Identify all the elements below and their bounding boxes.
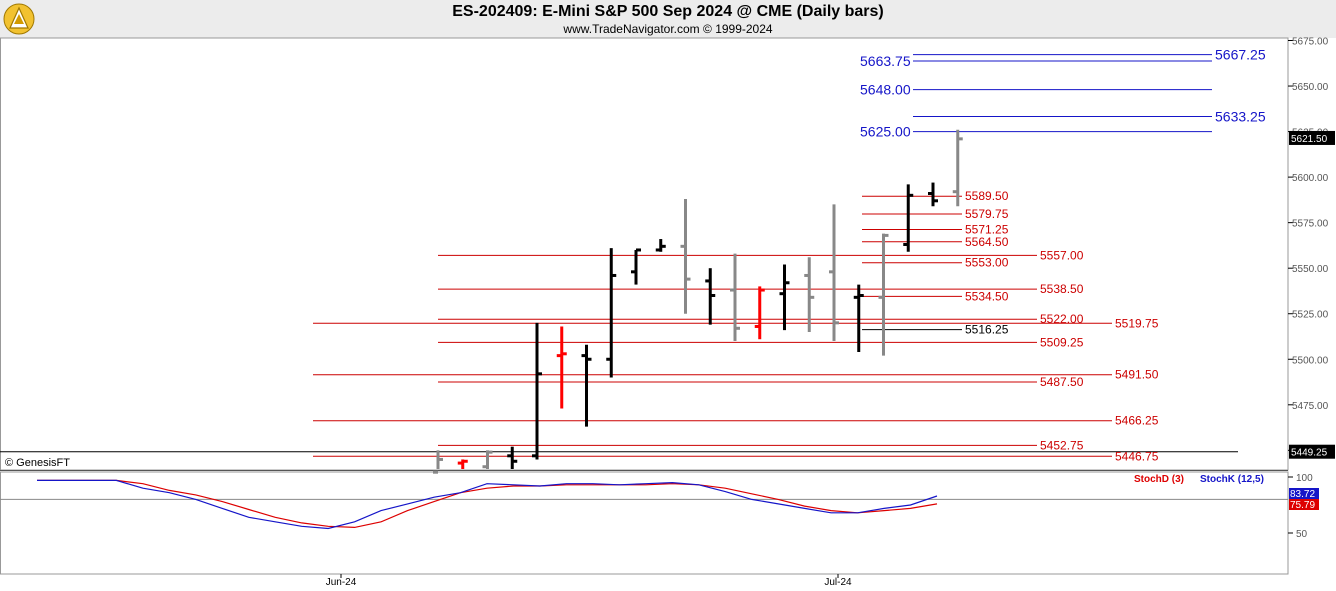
level-label: 5446.75 [1115, 449, 1159, 463]
ohlc-bar [482, 450, 493, 469]
level-label: 5564.50 [965, 235, 1009, 249]
current-price-box [1289, 130, 1335, 145]
level-label: 5667.25 [1215, 47, 1266, 63]
level-label: 5509.25 [1040, 335, 1084, 349]
ohlc-bar [655, 239, 666, 252]
y-tick-label: 5575.00 [1292, 219, 1329, 230]
stochd-line [37, 479, 938, 529]
level-label: 5519.75 [1115, 316, 1159, 330]
level-label: 5557.00 [1040, 248, 1084, 262]
y-tick-label: 5500.00 [1292, 355, 1329, 366]
ohlc-bar [952, 129, 963, 207]
chart-header: ES-202409: E-Mini S&P 500 Sep 2024 @ CME… [0, 0, 1336, 38]
marker-price-box [1289, 444, 1335, 459]
level-label: 5633.25 [1215, 109, 1266, 125]
y-tick-label: 5475.00 [1292, 401, 1329, 412]
stochk-value-label: 83.72 [1290, 489, 1315, 500]
ohlc-bar [507, 446, 518, 469]
y-tick-label: 5650.00 [1292, 82, 1329, 93]
ohlc-bar [779, 264, 790, 331]
x-tick-label: Jun-24 [326, 577, 357, 588]
chart-title: ES-202409: E-Mini S&P 500 Sep 2024 @ CME… [452, 3, 884, 20]
ohlc-bar [878, 233, 889, 356]
y-tick-label: 5550.00 [1292, 264, 1329, 275]
level-label: 5553.00 [965, 256, 1009, 270]
stoch-panel-border [0, 471, 1289, 575]
ohlc-bar [853, 284, 864, 352]
level-label: 5452.75 [1040, 438, 1084, 452]
legend-stochd: StochD (3) [1134, 474, 1184, 485]
ohlc-bar [705, 268, 716, 325]
chart-subtitle: www.TradeNavigator.com © 1999-2024 [563, 22, 773, 36]
stoch-y-tick-label: 50 [1296, 529, 1308, 540]
stochd-value-label: 75.79 [1290, 500, 1315, 511]
level-label: 5579.75 [965, 207, 1009, 221]
ohlc-bar [730, 253, 740, 342]
ohlc-bar [928, 182, 938, 207]
ohlc-bar [433, 450, 443, 474]
ohlc-bar [903, 184, 914, 252]
level-label: 5466.25 [1115, 414, 1159, 428]
ohlc-bar [804, 257, 815, 332]
ohlc-bar [532, 322, 542, 460]
ohlc-bar [556, 326, 567, 409]
ohlc-bar [631, 248, 641, 285]
level-label: 5491.50 [1115, 368, 1159, 382]
x-tick-label: Jul-24 [824, 577, 852, 588]
ohlc-bar [754, 286, 765, 340]
ohlc-bar [680, 198, 691, 314]
level-label: 5516.25 [965, 323, 1009, 337]
ohlc-bar [457, 459, 468, 469]
level-label: 5522.00 [1040, 312, 1084, 326]
copyright-label: © GenesisFT [5, 457, 70, 469]
level-label: 5538.50 [1040, 282, 1084, 296]
level-label: 5571.25 [965, 222, 1009, 236]
level-label: 5487.50 [1040, 375, 1084, 389]
stochk-value-box [1289, 488, 1319, 499]
stochk-line [37, 479, 938, 530]
stochd-value-box [1289, 499, 1319, 510]
y-tick-label: 5675.00 [1292, 37, 1329, 48]
y-tick-label: 5525.00 [1292, 310, 1329, 321]
legend-stochk: StochK (12,5) [1200, 474, 1264, 485]
stoch-y-tick-label: 100 [1296, 473, 1313, 484]
ohlc-bar [581, 344, 592, 427]
current-price-label: 5621.50 [1291, 134, 1328, 145]
level-label: 5648.00 [860, 82, 911, 98]
trade-navigator-logo-icon [3, 3, 35, 35]
level-label: 5534.50 [965, 289, 1009, 303]
level-label: 5589.50 [965, 189, 1009, 203]
level-label: 5625.00 [860, 124, 911, 140]
level-label: 5663.75 [860, 53, 911, 69]
ohlc-bar [606, 248, 617, 378]
price-panel-border [0, 37, 1289, 471]
marker-price-label: 5449.25 [1291, 448, 1328, 459]
ohlc-bar [829, 204, 839, 342]
y-tick-label: 5600.00 [1292, 173, 1329, 184]
